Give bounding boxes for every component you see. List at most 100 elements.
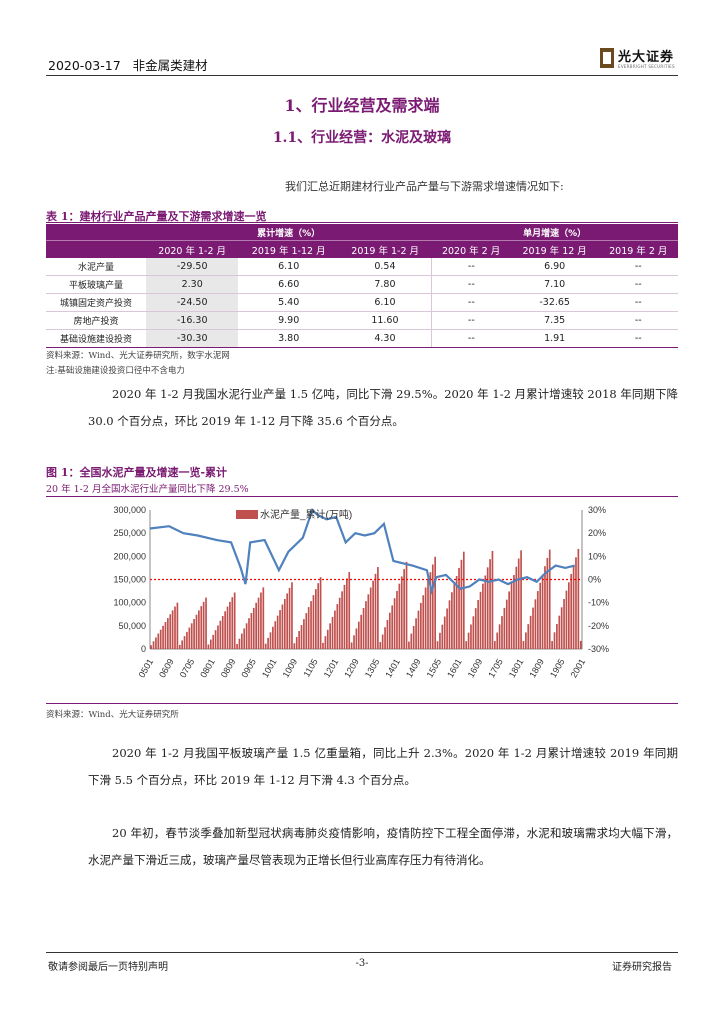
bar: [544, 566, 546, 649]
table-cell: 11.60: [338, 311, 432, 330]
left-tick-label: 50,000: [118, 621, 146, 631]
column-header: 2020 年 1-2 月: [146, 240, 239, 258]
bar: [405, 561, 408, 649]
bar: [267, 637, 269, 649]
bar: [279, 610, 281, 649]
table-row: 城镇固定资产投资 -24.50 5.40 6.10 -- -32.65 --: [46, 293, 678, 312]
bar: [388, 612, 391, 649]
figure-bottom-rule: [46, 703, 678, 704]
bar: [458, 567, 460, 649]
right-tick-label: -10%: [588, 598, 609, 608]
footer-disclaimer: 敬请参阅最后一页特别声明: [48, 962, 168, 973]
bar: [393, 598, 396, 649]
table-source: 资料来源：Wind、光大证券研究所，数字水泥网: [46, 351, 230, 361]
x-tick-label: 1409: [404, 657, 423, 679]
bar: [493, 641, 496, 649]
bar: [295, 637, 298, 649]
bar: [381, 634, 384, 649]
bar: [482, 583, 484, 649]
table-cell: 6.10: [338, 293, 432, 312]
table-top-rule: [46, 222, 678, 223]
bar: [577, 548, 580, 649]
bar: [374, 573, 377, 649]
table-cell: -30.30: [146, 329, 239, 348]
bar: [245, 623, 248, 649]
table-cell: --: [598, 293, 678, 312]
column-header: 2020 年 2 月: [431, 240, 511, 258]
bar: [250, 613, 253, 649]
bar: [570, 573, 573, 649]
bar: [155, 637, 157, 649]
x-tick-label: 0705: [178, 657, 197, 679]
bar: [186, 631, 188, 649]
bar: [324, 636, 327, 649]
bar: [417, 610, 420, 649]
row-label: 房地产投资: [46, 311, 146, 330]
bar: [527, 624, 530, 649]
bar: [441, 624, 444, 649]
bar: [503, 607, 506, 649]
bar: [572, 565, 575, 649]
bar: [467, 632, 470, 649]
bar: [541, 574, 544, 649]
bar: [331, 616, 334, 649]
bar: [214, 630, 217, 649]
bar: [398, 583, 401, 649]
bar: [341, 591, 343, 649]
bar: [451, 592, 453, 649]
right-tick-label: -30%: [588, 644, 609, 654]
table-cell: --: [430, 329, 511, 348]
footer-divider: [46, 952, 678, 953]
bar: [317, 583, 320, 649]
bar: [579, 640, 582, 649]
x-tick-label: 1601: [445, 657, 464, 679]
table-cell: 4.30: [338, 329, 432, 348]
bar: [338, 597, 341, 649]
bar: [207, 644, 210, 649]
bar: [498, 624, 501, 649]
bar: [384, 627, 386, 649]
left-tick-label: 150,000: [113, 575, 146, 585]
bar: [205, 597, 207, 649]
bar: [350, 642, 353, 649]
table-cell: 1.91: [510, 329, 599, 348]
bar: [355, 628, 358, 649]
bar: [164, 621, 167, 649]
bar: [243, 628, 246, 649]
bar: [434, 556, 437, 649]
bar: [195, 614, 198, 649]
bar: [346, 578, 348, 649]
table-row: 房地产投资 -16.30 9.90 11.60 -- 7.35 --: [46, 311, 678, 330]
paragraph-glass: 2020 年 1-2 月我国平板玻璃产量 1.5 亿重量箱，同比上升 2.3%。…: [88, 746, 678, 787]
bar: [460, 559, 463, 649]
bar: [403, 569, 405, 649]
bar: [486, 567, 489, 649]
bar: [188, 627, 191, 649]
row-label: 基础设施建设投资: [46, 329, 146, 348]
bar: [288, 587, 291, 649]
table-cell: -32.65: [510, 293, 599, 312]
bar: [477, 600, 479, 649]
paragraph-summary: 20 年初，春节淡季叠加新型冠状病毒肺炎疫情影响，疫情防控下工程全面停滞，水泥和…: [88, 826, 678, 867]
table-cell: 7.80: [338, 275, 432, 294]
bar: [357, 621, 360, 649]
bar: [336, 604, 339, 649]
figure-top-rule: [46, 496, 678, 497]
bar: [489, 559, 491, 649]
bar: [556, 623, 558, 649]
table-note: 注:基础设施建设投资口径中不含电力: [46, 366, 185, 376]
table-cell: --: [598, 258, 678, 276]
footer-report-type: 证券研究报告: [612, 962, 672, 973]
bar: [150, 645, 152, 649]
bar: [262, 587, 265, 649]
bar: [281, 604, 284, 649]
table-cell: --: [598, 311, 678, 330]
table-cell: 0.54: [338, 258, 432, 276]
x-tick-label: 0801: [198, 657, 217, 679]
section-heading: 1、行业经营及需求端: [284, 96, 440, 115]
column-header: 2019 年 12 月: [510, 240, 599, 258]
x-tick-label: 0609: [157, 657, 176, 679]
bar: [396, 590, 398, 649]
bar: [427, 579, 429, 649]
